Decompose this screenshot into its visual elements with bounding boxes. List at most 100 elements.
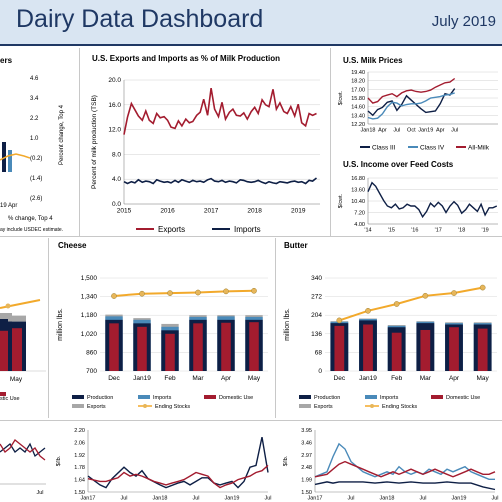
y-tick-label: 2.48 [301, 465, 312, 471]
x-tick-label: Apr [378, 128, 387, 134]
ending-stocks-marker [479, 284, 486, 291]
series-line-1 [367, 88, 456, 117]
legend-label: Imports [153, 395, 172, 401]
x-tick-label: Jul [264, 496, 271, 502]
y-tick-label: 12.20 [351, 122, 365, 128]
x-tick-label: May [477, 375, 490, 382]
ending-stocks-line [113, 289, 255, 297]
domestic-use-bar [449, 327, 459, 371]
y-tick-label: 7.20 [354, 211, 365, 217]
left-tick-5: (1.4) [30, 176, 43, 182]
left-bars-fragment-chart: May stic Use [0, 299, 46, 402]
x-tick-label: Apr [221, 375, 232, 382]
y-tick-label: 860 [86, 349, 97, 356]
y-tick-label: 17.00 [351, 87, 365, 93]
x-tick-label: Feb [164, 375, 176, 382]
x-tick-label: Jul [491, 496, 498, 502]
ending-stocks-marker [111, 293, 117, 299]
legend-label: Exports [87, 404, 106, 410]
y-tick-label: 204 [311, 312, 322, 319]
x-tick-label: Dec [334, 375, 346, 382]
series-line-1 [87, 436, 269, 489]
left-tick-3: 1.0 [30, 136, 39, 142]
legend-label-2: Class IV [420, 145, 445, 152]
y-tick-label: 2.97 [301, 453, 312, 459]
x-tick-label: Jul [419, 496, 426, 502]
y-axis-label: $/cwt. [338, 90, 344, 105]
x-tick-label: Jan17 [81, 496, 96, 502]
x-tick-label: Apr [449, 375, 460, 382]
x-tick-label: 2016 [160, 208, 175, 215]
x-tick-label: Feb [391, 375, 403, 382]
x-tick-label: Jan19 [452, 496, 467, 502]
divider-right [330, 48, 331, 236]
x-tick-label: Dec [108, 375, 120, 382]
legend-label: Production [87, 395, 113, 401]
y-tick-label: 13.40 [351, 113, 365, 119]
legend-label-1: Class III [372, 145, 396, 152]
x-tick-label: '17 [435, 228, 442, 234]
x-tick-label: Jan19 [133, 375, 151, 382]
left-panel-title: ers [0, 56, 13, 65]
series-line-1 [314, 442, 495, 480]
domestic-use-bar [137, 326, 147, 371]
x-tick-label: May [248, 375, 261, 382]
x-tick-label: Jul [347, 496, 354, 502]
dashboard-date: July 2019 [431, 13, 496, 30]
iofc-title: U.S. Income over Feed Costs [343, 160, 454, 169]
legend-swatch [299, 404, 311, 408]
legend-swatch [72, 395, 84, 399]
domestic-use-bar [420, 329, 431, 371]
ending-stocks-line [338, 286, 483, 322]
milk-prices-title: U.S. Milk Prices [343, 56, 403, 65]
domestic-use-bar [0, 330, 8, 371]
ending-stocks-marker [365, 307, 371, 314]
series-line-3 [367, 77, 456, 104]
x-tick-label: '14 [364, 228, 371, 234]
x-tick-label: Jul [120, 496, 127, 502]
legend-label: stic Use [0, 396, 20, 402]
x-tick-label: Jul [36, 490, 43, 496]
y-tick-label: 0 [318, 368, 322, 375]
series-line-2 [314, 460, 496, 478]
domestic-use-bar [391, 332, 402, 371]
divider-bottom-right [275, 238, 276, 418]
y-tick-label: 700 [86, 368, 97, 375]
exports-bar [8, 315, 26, 322]
x-tick-label: 2019 [291, 208, 306, 215]
series-line-2 [367, 92, 455, 120]
y-tick-label: 10.40 [351, 199, 365, 205]
x-tick-label: Jan17 [308, 496, 323, 502]
divider-bottom [0, 420, 502, 421]
divider-bottom-left [48, 238, 49, 418]
domestic-use-bar [477, 328, 488, 371]
domestic-use-bar [363, 324, 373, 371]
series-line-1 [0, 442, 46, 458]
x-tick-label: '16 [411, 228, 418, 234]
x-tick-label: 2018 [247, 208, 262, 215]
legend-label-2: Imports [234, 225, 261, 234]
y-tick-label: 16.0 [108, 102, 121, 109]
ending-stocks-marker [393, 301, 400, 307]
legend-swatch [0, 392, 6, 396]
ending-stocks-marker [336, 317, 343, 324]
trade-chart: 0.0 4.0 8.0 12.0 16.0 20.0 2015 2016 2017 2018 201… [91, 77, 320, 234]
bottom-right-chart: 1.50 1.99 2.48 2.97 3.46 3.95 Jan17 Jul Jan18 Jul… [283, 428, 499, 502]
y-tick-label: 68 [315, 349, 323, 356]
y-tick-label: 2.20 [74, 428, 85, 434]
butter-title: Butter [284, 241, 308, 250]
left-fragment-bar-2 [8, 150, 12, 172]
y-tick-label: 19.40 [351, 70, 365, 76]
y-axis-label: $/lb. [56, 455, 62, 466]
series-line-1 [367, 181, 498, 219]
x-tick-label: 2015 [117, 208, 132, 215]
ending-stocks-marker [195, 289, 201, 296]
y-tick-label: 3.95 [301, 428, 312, 434]
y-tick-label: 20.0 [108, 77, 121, 84]
x-tick-label: May [10, 376, 23, 383]
x-tick-label: 2017 [204, 208, 219, 215]
ending-stocks-marker [451, 290, 457, 296]
dashboard-title: Dairy Data Dashboard [16, 5, 264, 33]
legend-label: Ending Stocks [155, 404, 190, 410]
y-tick-label: 1.92 [74, 453, 85, 459]
